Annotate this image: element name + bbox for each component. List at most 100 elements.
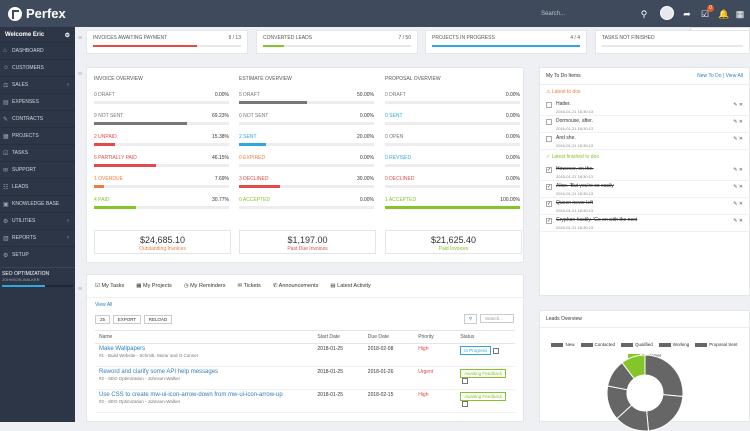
pinned-project[interactable]: SEO OPTIMIZATION JOHNSON-WALKER [0,267,75,290]
overview-item[interactable]: 0 SENT 0.00% [385,113,520,134]
app-logo[interactable]: Perfex [8,6,66,21]
tab-latest-activity[interactable]: ▤ Latest Activity [330,283,370,289]
edit-icon[interactable]: ✎ ✕ [733,167,743,173]
sidebar-item-utilities[interactable]: ⚙ UTILITIES ‹ [0,212,75,229]
status-dropdown-icon[interactable] [462,378,469,384]
edit-icon[interactable]: ✎ ✕ [733,119,743,125]
todo-checkbox[interactable] [546,136,552,142]
pie-slice-new[interactable] [644,354,684,398]
task-status-badge[interactable]: Awaiting Feedback [460,392,507,401]
overview-count: 3 [239,176,242,182]
export-button[interactable]: EXPORT [112,314,142,324]
tab-announcements[interactable]: ✆ Announcements [273,283,319,289]
column-header[interactable]: Priority [414,330,457,344]
sidebar-item-sales[interactable]: ⚖ SALES ‹ [0,76,75,93]
stat-card[interactable]: CONVERTED LEADS 7 / 50 [256,30,418,54]
column-header[interactable]: Start Date [313,330,364,344]
todo-checkbox[interactable]: ✓ [546,167,552,173]
todo-item[interactable]: Dormouse, after. 2016-01-21 18:30:13 ✎ ✕ [540,116,749,133]
search-icon[interactable]: ⚲ [464,314,478,324]
sidebar-item-leads[interactable]: ☷ LEADS [0,178,75,195]
column-header[interactable]: Name [95,330,314,344]
overview-item[interactable]: 1 OVERDUE 7.69% [94,176,229,197]
todo-checkbox[interactable]: ✓ [546,184,552,190]
overview-item[interactable]: 0 DECLINED 0.00% [385,176,520,197]
sidebar-item-tasks[interactable]: ☑ TASKS [0,144,75,161]
todo-checkbox[interactable] [546,119,552,125]
sidebar-item-knowledge-base[interactable]: ▣ KNOWLEDGE BASE [0,195,75,212]
overview-item[interactable]: 0 REVISED 0.00% [385,155,520,176]
reload-button[interactable]: RELOAD [143,314,173,324]
edit-icon[interactable]: ✎ ✕ [733,136,743,142]
tasks-search-input[interactable]: Search... [480,314,514,323]
tab-my-tasks[interactable]: ☑ My Tasks [95,283,124,289]
task-status-badge[interactable]: In Progress [460,346,492,355]
todo-item[interactable]: ✓ Alice. 'But you're so easily 2016-01-21 … [540,181,749,198]
pie-slice-contacted[interactable] [646,394,684,431]
gear-icon[interactable]: ⚙ [64,33,70,39]
tab-my-reminders[interactable]: ◷ My Reminders [184,283,226,289]
user-avatar[interactable] [660,6,674,20]
todo-item[interactable]: ✓ Queen never left 2016-01-21 18:30:13 ✎ ✕ [540,198,749,215]
task-name-link[interactable]: Make Wallpapers [99,346,146,352]
task-name-link[interactable]: Use CSS to create mw-ui-icon-arrow-down … [99,392,283,398]
stat-card[interactable]: INVOICES AWAITING PAYMENT 9 / 13 [86,30,248,54]
overview-item[interactable]: 0 ACCEPTED 0.00% [239,197,374,218]
tab-my-projects[interactable]: ▦ My Projects [136,283,171,289]
drag-handle-icon[interactable]: ≡ [78,35,83,42]
overview-item[interactable]: 3 DECLINED 30.00% [239,176,374,197]
overview-item[interactable]: 0 EXPIRED 0.00% [239,155,374,176]
overview-item[interactable]: 0 DRAFT 0.00% [385,92,520,113]
overview-item[interactable]: 2 SENT 20.00% [239,134,374,155]
sidebar-item-reports[interactable]: ▥ REPORTS ‹ [0,229,75,246]
tasks-check-icon[interactable]: ☑ [700,9,710,19]
bell-icon[interactable]: 🔔 [718,9,730,19]
column-header[interactable]: Due Date [363,330,415,344]
overview-item[interactable]: 0 OPEN 0.00% [385,134,520,155]
todo-checkbox[interactable]: ✓ [546,201,552,207]
edit-icon[interactable]: ✎ ✕ [733,201,743,207]
column-header[interactable]: Status [456,330,515,344]
grid-icon[interactable]: ▦ [735,9,745,19]
todo-item[interactable]: ✓ However, on the. 2016-01-21 18:30:13 ✎ ✕ [540,164,749,181]
view-all-link[interactable]: View All [95,302,113,308]
share-icon[interactable]: ➦ [683,9,691,19]
stat-card[interactable]: TASKS NOT FINISHED [595,30,750,54]
edit-icon[interactable]: ✎ ✕ [733,102,743,108]
stat-card[interactable]: PROJECTS IN PROGRESS 4 / 4 [425,30,587,54]
overview-item[interactable]: 6 PARTIALLY PAID 46.15% [94,155,229,176]
task-status-badge[interactable]: Awaiting Feedback [460,369,507,378]
todo-checkbox[interactable]: ✓ [546,218,552,224]
overview-item[interactable]: 0 NOT SENT 0.00% [239,113,374,134]
drag-handle-icon[interactable]: ≡ [78,286,83,293]
todo-item[interactable]: And she. 2016-01-21 18:30:13 ✎ ✕ [540,133,749,150]
drag-handle-icon[interactable]: ≡ [78,71,83,78]
sidebar-item-expenses[interactable]: ▤ EXPENSES [0,93,75,110]
overview-item[interactable]: 9 NOT SENT 69.23% [94,113,229,134]
todo-item[interactable]: ✓ Gryphon hastily. 'Go on with the next 20… [540,215,749,232]
sidebar-item-setup[interactable]: ⚙ SETUP [0,246,75,263]
edit-icon[interactable]: ✎ ✕ [733,218,743,224]
sidebar-item-customers[interactable]: ☺ CUSTOMERS [0,59,75,76]
overview-item[interactable]: 2 UNPAID 15.38% [94,134,229,155]
global-search-input[interactable]: Search... [541,11,566,17]
overview-item[interactable]: 1 ACCEPTED 100.00% [385,197,520,218]
overview-item[interactable]: 0 DRAFT 0.00% [94,92,229,113]
todo-checkbox[interactable] [546,102,552,108]
todo-item[interactable]: Hatter. 2016-01-21 18:30:13 ✎ ✕ [540,99,749,116]
todo-links[interactable]: New To Do | View All [697,73,743,79]
sidebar-item-contracts[interactable]: ✎ CONTRACTS [0,110,75,127]
sidebar-item-dashboard[interactable]: ⌂ DASHBOARD [0,42,75,59]
overview-item[interactable]: 4 PAID 30.77% [94,197,229,218]
pie-slice-customer[interactable] [621,354,646,380]
search-icon[interactable]: ⚲ [640,9,648,19]
sidebar-item-support[interactable]: ✉ SUPPORT [0,161,75,178]
page-size-select[interactable]: 25 [95,314,111,324]
status-dropdown-icon[interactable] [462,401,469,407]
task-name-link[interactable]: Reword and clarify some API help message… [99,369,219,375]
status-dropdown-icon[interactable] [493,347,500,354]
edit-icon[interactable]: ✎ ✕ [733,184,743,190]
overview-item[interactable]: 5 DRAFT 50.00% [239,92,374,113]
sidebar-item-projects[interactable]: ▦ PROJECTS [0,127,75,144]
tab-tickets[interactable]: ✉ Tickets [238,283,261,289]
